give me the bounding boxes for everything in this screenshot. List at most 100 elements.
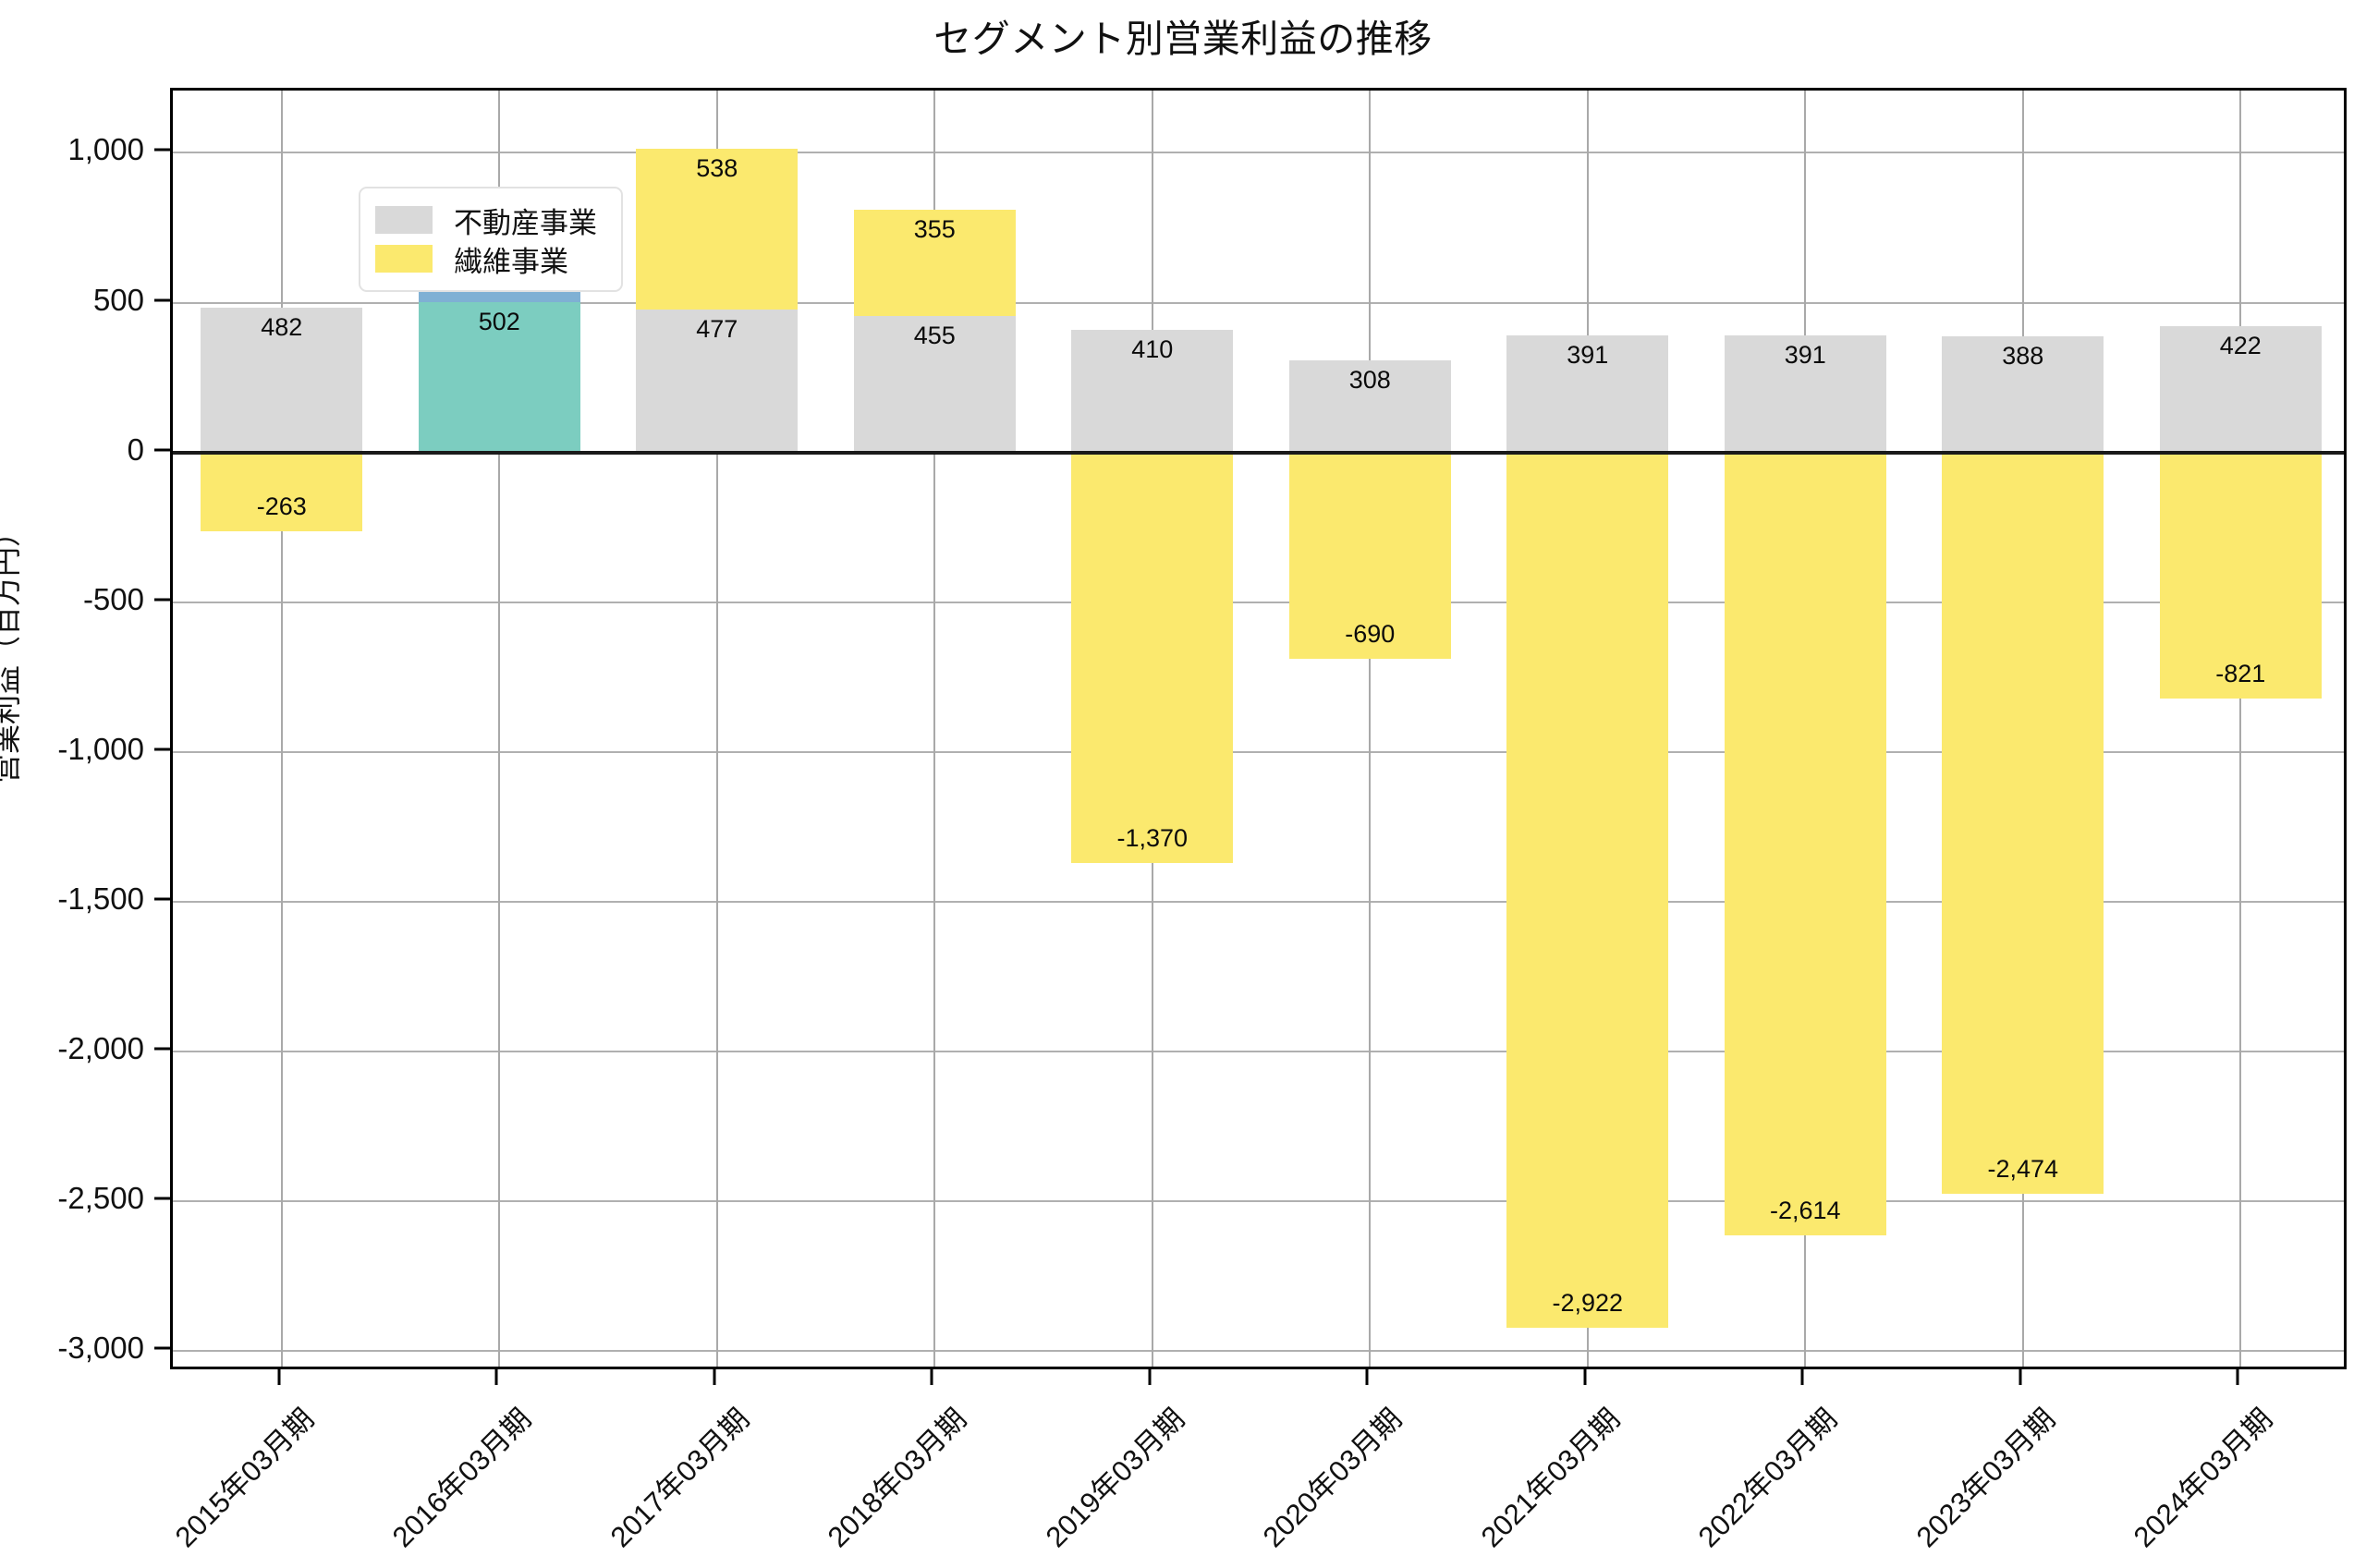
x-tick-mark (930, 1369, 933, 1385)
gridline-vertical (933, 91, 936, 1367)
y-tick-mark (154, 298, 170, 302)
bar-label-real-estate: 391 (1784, 340, 1826, 369)
gridline-horizontal (173, 1051, 2344, 1053)
bar-segment-textile[interactable] (1506, 452, 1669, 1328)
bar-segment-real-estate[interactable] (1288, 359, 1451, 453)
x-tick-mark (1148, 1369, 1152, 1385)
y-tick-label: 1,000 (67, 132, 144, 167)
legend-label-real-estate: 不動産事業 (454, 206, 597, 239)
gridline-vertical (280, 91, 283, 1367)
gridline-vertical (2239, 91, 2242, 1367)
bar-segment-textile[interactable] (1071, 452, 1234, 863)
bar-label-real-estate: 455 (913, 322, 956, 350)
y-tick-mark (154, 1047, 170, 1051)
x-tick-mark (494, 1369, 498, 1385)
bar-segment-real-estate[interactable] (201, 308, 363, 453)
legend-swatch-real-estate (375, 206, 433, 234)
bar-segment-textile[interactable] (853, 210, 1016, 317)
gridline-horizontal (173, 1350, 2344, 1353)
x-tick-label: 2022年03月期 (1691, 1402, 1844, 1554)
gridline-horizontal (173, 601, 2344, 603)
x-tick-mark (277, 1369, 281, 1385)
bar-segment-textile[interactable] (1942, 452, 2104, 1194)
bar-label-textile: 355 (913, 215, 956, 244)
x-tick-label: 2020年03月期 (1256, 1402, 1409, 1554)
gridline-vertical (1369, 91, 1372, 1367)
x-tick-label: 2017年03月期 (604, 1402, 756, 1554)
bar-label-textile: -263 (256, 492, 307, 520)
x-tick-label: 2021年03月期 (1474, 1402, 1627, 1554)
bar-label-real-estate: 477 (696, 315, 738, 343)
y-tick-mark (154, 448, 170, 452)
bar-label-textile: -821 (2215, 659, 2266, 687)
gridline-vertical (715, 91, 718, 1367)
bar-label-real-estate: 422 (2219, 331, 2262, 359)
x-tick-mark (713, 1369, 716, 1385)
bar-segment-textile[interactable] (636, 148, 799, 310)
bar-label-textile: 538 (696, 153, 738, 182)
page-title: セグメント別営業利益の推移 (933, 18, 1433, 60)
y-tick-label: -2,500 (57, 1181, 144, 1216)
bar-label-textile: -1,370 (1116, 823, 1189, 852)
bar-label-real-estate: 308 (1348, 365, 1391, 394)
bar-segment-real-estate[interactable] (1506, 334, 1669, 453)
y-tick-mark (154, 598, 170, 602)
y-tick-mark (154, 1197, 170, 1200)
y-tick-mark (154, 897, 170, 901)
legend-label-textile: 繊維事業 (454, 245, 568, 278)
y-tick-label: -2,000 (57, 1031, 144, 1066)
plot-area: 482-263502367477538455355410-1,370308-69… (170, 88, 2347, 1369)
bar-label-real-estate: 502 (478, 307, 520, 335)
x-tick-mark (1800, 1369, 1804, 1385)
legend-item-1[interactable]: 繊維事業 (375, 239, 597, 278)
y-tick-label: -1,000 (57, 731, 144, 766)
x-tick-label: 2024年03月期 (2127, 1402, 2279, 1554)
bar-label-real-estate: 388 (2002, 341, 2044, 370)
bar-label-textile: -2,474 (1987, 1154, 2059, 1183)
y-tick-mark (154, 1346, 170, 1350)
bar-segment-real-estate[interactable] (418, 301, 580, 453)
bar-label-real-estate: 482 (261, 313, 303, 342)
bar-label-real-estate: 410 (1131, 334, 1174, 363)
x-tick-mark (1365, 1369, 1369, 1385)
y-tick-label: 500 (92, 282, 144, 317)
y-tick-label: -3,000 (57, 1331, 144, 1366)
y-tick-label: -500 (82, 581, 144, 616)
chart-legend: 不動産事業 繊維事業 (359, 187, 623, 292)
bar-label-textile: -2,614 (1769, 1197, 1841, 1225)
x-tick-mark (2018, 1369, 2022, 1385)
x-tick-label: 2016年03月期 (385, 1402, 538, 1554)
gridline-horizontal (173, 1200, 2344, 1203)
gridline-horizontal (173, 750, 2344, 753)
bar-segment-real-estate[interactable] (636, 310, 799, 453)
y-tick-mark (154, 748, 170, 751)
zero-axis-line (173, 450, 2344, 455)
y-tick-mark (154, 148, 170, 152)
y-tick-label: 0 (127, 432, 144, 467)
x-tick-mark (1583, 1369, 1587, 1385)
bar-label-textile: -690 (1345, 620, 1396, 649)
gridline-horizontal (173, 900, 2344, 903)
bar-segment-real-estate[interactable] (1724, 334, 1886, 453)
x-tick-label: 2015年03月期 (168, 1402, 321, 1554)
x-tick-mark (2236, 1369, 2239, 1385)
gridline-vertical (498, 91, 501, 1367)
gridline-horizontal (173, 152, 2344, 154)
x-tick-label: 2018年03月期 (821, 1402, 973, 1554)
legend-item-0[interactable]: 不動産事業 (375, 201, 597, 239)
legend-swatch-textile (375, 245, 433, 273)
bar-label-textile: -2,922 (1552, 1289, 1624, 1318)
bar-segment-textile[interactable] (201, 452, 363, 531)
bar-segment-textile[interactable] (2159, 452, 2322, 699)
bar-segment-real-estate[interactable] (1942, 335, 2104, 453)
x-tick-label: 2023年03月期 (1909, 1402, 2062, 1554)
bar-segment-real-estate[interactable] (853, 316, 1016, 453)
gridline-horizontal (173, 301, 2344, 304)
bar-label-real-estate: 391 (1567, 340, 1609, 369)
y-tick-label: -1,500 (57, 881, 144, 916)
bar-segment-real-estate[interactable] (2159, 325, 2322, 453)
bar-segment-real-estate[interactable] (1071, 329, 1234, 453)
x-tick-label: 2019年03月期 (1039, 1402, 1191, 1554)
bar-segment-textile[interactable] (1288, 452, 1451, 660)
bar-segment-textile[interactable] (1724, 452, 1886, 1236)
